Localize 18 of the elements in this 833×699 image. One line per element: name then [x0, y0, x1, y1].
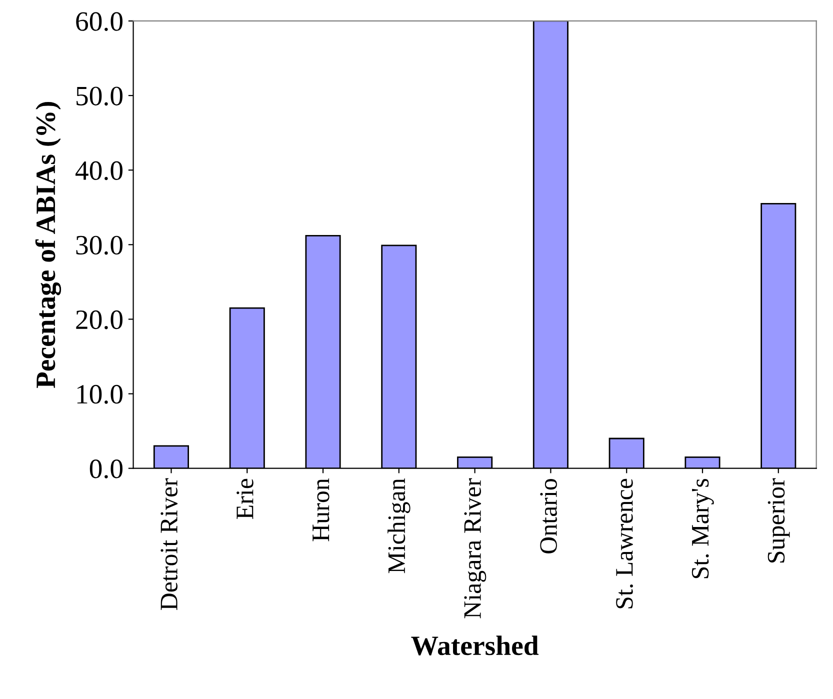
- x-tick-label: Huron: [312, 478, 330, 542]
- y-axis-title: Pecentage of ABIAs (%): [35, 102, 62, 388]
- y-tick-label: 10.0: [77, 384, 122, 404]
- y-tick-label: 40.0: [75, 161, 122, 180]
- x-tick-label: St. Lawrence: [616, 478, 633, 608]
- x-axis-title: Watershed: [411, 636, 539, 656]
- x-tick-label: Ontario: [540, 479, 557, 554]
- y-tick-label: 20.0: [76, 310, 122, 330]
- y-tick-label: 0.0: [90, 459, 122, 478]
- x-tick-label: Erie: [236, 478, 254, 519]
- x-tick-label: Michigan: [388, 478, 410, 574]
- y-tick-label: 60.0: [76, 12, 122, 32]
- y-tick-label: 30.0: [76, 236, 122, 255]
- x-tick-label: Superior: [768, 478, 790, 562]
- x-tick-label: Detroit River: [160, 478, 178, 610]
- x-tick-label: Niagara River: [464, 478, 486, 618]
- y-tick-label: 50.0: [76, 86, 122, 106]
- x-tick-label: St. Mary's: [692, 478, 714, 578]
